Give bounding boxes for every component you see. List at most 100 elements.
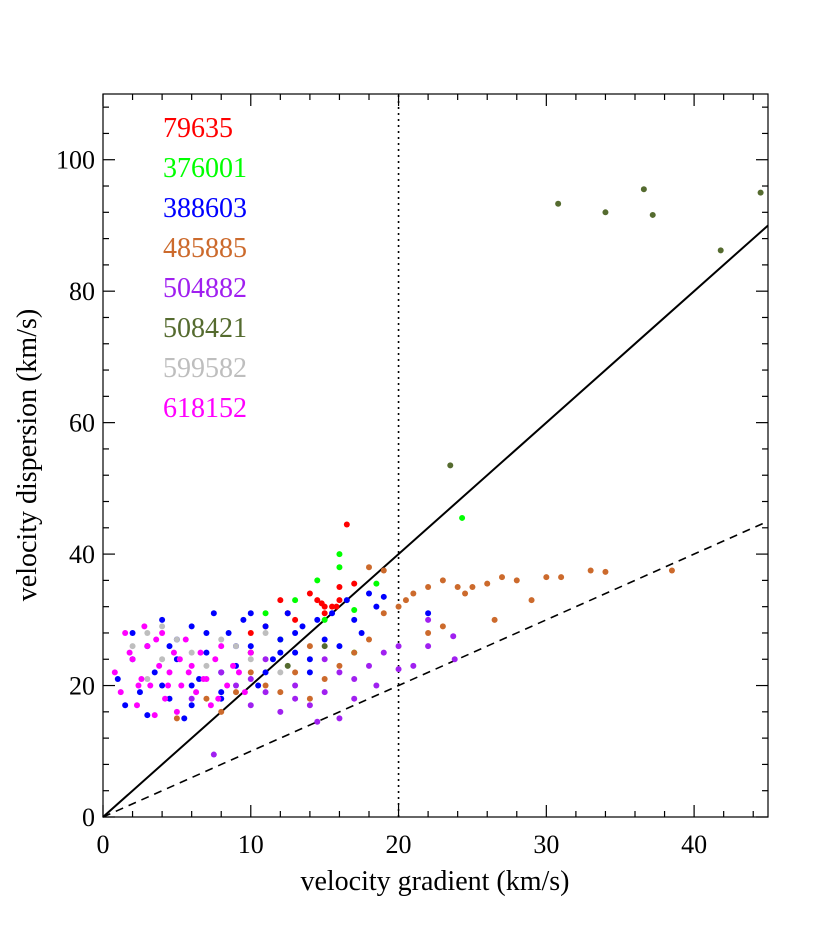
point — [373, 603, 380, 610]
point — [450, 633, 457, 640]
point — [410, 590, 417, 597]
y-tick-label: 0 — [82, 803, 95, 832]
legend-entry: 79635 — [163, 113, 233, 144]
point — [668, 567, 675, 574]
point — [255, 682, 262, 689]
point — [122, 702, 129, 709]
point — [188, 702, 195, 709]
point — [159, 616, 166, 623]
point — [491, 616, 498, 623]
point — [200, 675, 207, 682]
point — [247, 656, 254, 663]
point — [351, 695, 358, 702]
point — [233, 643, 239, 650]
point — [215, 695, 222, 702]
point — [173, 636, 180, 643]
point — [314, 597, 321, 604]
point — [351, 616, 358, 623]
point — [141, 623, 148, 630]
point — [129, 643, 136, 650]
point — [499, 574, 505, 581]
point — [159, 629, 166, 636]
point — [306, 590, 313, 597]
point — [225, 629, 232, 636]
point — [292, 669, 299, 676]
point — [188, 662, 195, 669]
point — [336, 564, 343, 571]
point — [292, 629, 299, 636]
point — [166, 695, 173, 702]
point — [166, 669, 173, 676]
point — [587, 567, 594, 574]
point — [366, 662, 372, 669]
point — [336, 583, 343, 590]
point — [395, 643, 402, 650]
point — [212, 656, 219, 663]
point — [366, 564, 372, 571]
point — [218, 708, 225, 715]
legend-entry: 599582 — [163, 353, 247, 384]
point — [224, 682, 231, 689]
point — [188, 695, 195, 702]
point — [306, 643, 313, 650]
point — [203, 662, 210, 669]
point — [284, 662, 291, 669]
point — [218, 643, 225, 650]
reference-line — [102, 520, 769, 818]
y-axis-label: velocity dispersion (km/s) — [12, 309, 43, 601]
point — [558, 574, 565, 581]
point — [292, 597, 299, 604]
point — [262, 682, 269, 689]
point — [247, 629, 254, 636]
x-tick-label: 20 — [386, 830, 412, 859]
point — [129, 629, 136, 636]
point — [343, 597, 350, 604]
point — [292, 649, 299, 656]
point — [247, 649, 254, 656]
point — [233, 689, 239, 696]
point — [218, 669, 225, 676]
point — [602, 209, 609, 216]
point — [380, 593, 387, 600]
point — [188, 623, 195, 630]
point — [262, 623, 269, 630]
point — [543, 574, 550, 581]
point — [336, 662, 343, 669]
point — [151, 669, 158, 676]
legend-entry: 376001 — [163, 153, 247, 184]
point — [233, 682, 239, 689]
point — [159, 656, 166, 663]
point — [318, 600, 325, 607]
reference-line — [102, 224, 769, 818]
point — [166, 643, 173, 650]
point — [159, 623, 166, 630]
point — [314, 577, 321, 584]
point — [380, 610, 387, 617]
point — [321, 689, 328, 696]
point — [358, 629, 365, 636]
x-tick-label: 10 — [238, 830, 264, 859]
point — [176, 656, 183, 663]
point — [469, 583, 476, 590]
point — [178, 682, 185, 689]
point — [439, 623, 446, 630]
point — [284, 610, 291, 617]
point — [292, 616, 299, 623]
point — [247, 675, 254, 682]
point — [425, 629, 432, 636]
point — [292, 682, 299, 689]
point — [314, 718, 321, 725]
point — [366, 590, 372, 597]
point — [395, 603, 402, 610]
point — [402, 597, 409, 604]
point — [484, 580, 491, 587]
point — [321, 656, 328, 663]
point — [136, 689, 143, 696]
point — [240, 616, 247, 623]
legend-entry: 485885 — [163, 233, 247, 264]
point — [306, 656, 313, 663]
point — [351, 675, 358, 682]
point — [336, 597, 343, 604]
x-tick-label: 0 — [97, 830, 110, 859]
point — [247, 702, 254, 709]
